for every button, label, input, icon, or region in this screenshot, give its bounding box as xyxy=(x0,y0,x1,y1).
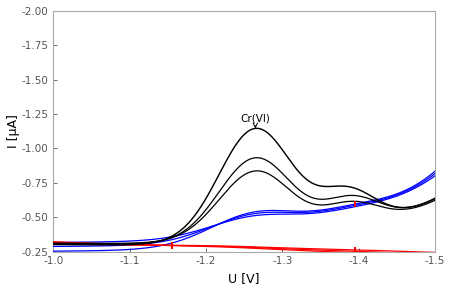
X-axis label: U [V]: U [V] xyxy=(228,272,259,285)
Text: Cr(VI): Cr(VI) xyxy=(239,113,270,127)
Y-axis label: I [µA]: I [µA] xyxy=(7,114,20,148)
